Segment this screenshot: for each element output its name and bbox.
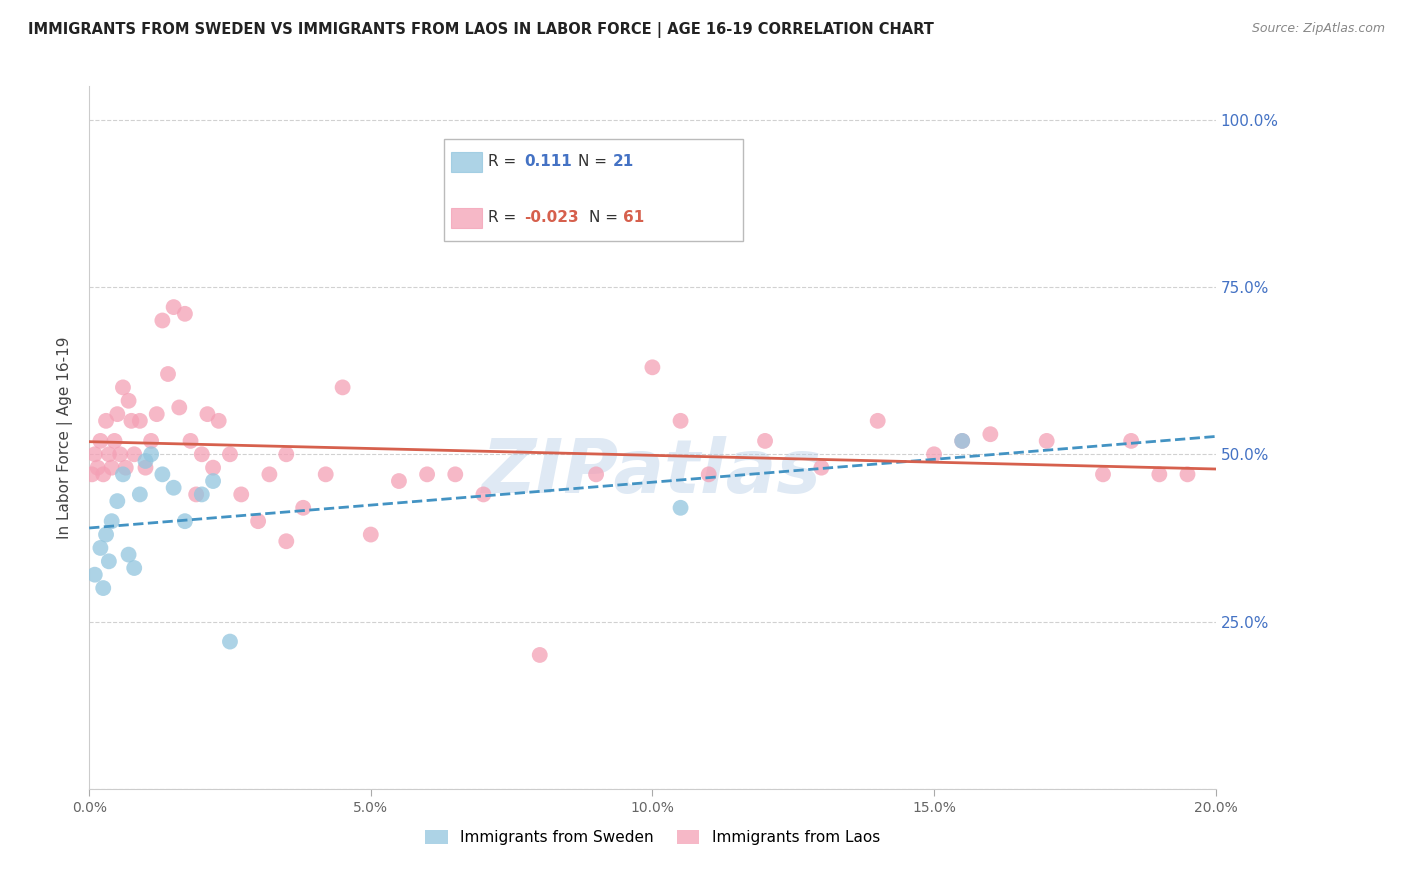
Point: [89, 434, 111, 448]
Point: [134, 460, 156, 475]
Point: [100, 460, 122, 475]
Point: [150, 313, 173, 327]
Point: [247, 514, 270, 528]
Text: -0.023: -0.023: [524, 211, 579, 226]
Text: ZIPatlas: ZIPatlas: [482, 436, 823, 509]
Point: [388, 474, 411, 488]
Point: [86, 460, 108, 475]
Point: [219, 634, 242, 648]
Point: [866, 414, 889, 428]
Point: [276, 534, 298, 549]
Point: [156, 367, 179, 381]
Point: [416, 467, 439, 482]
Point: [169, 401, 191, 415]
Point: [174, 514, 197, 528]
Point: [191, 487, 214, 501]
Y-axis label: In Labor Force | Age 16-19: In Labor Force | Age 16-19: [58, 336, 73, 539]
Point: [208, 414, 231, 428]
Text: R =: R =: [488, 154, 520, 169]
Point: [191, 447, 214, 461]
Point: [120, 414, 142, 428]
Text: R =: R =: [488, 211, 520, 226]
Point: [197, 407, 219, 421]
Point: [641, 360, 664, 375]
Point: [202, 474, 225, 488]
Point: [89, 541, 111, 555]
Point: [139, 434, 162, 448]
Point: [111, 380, 134, 394]
Point: [202, 460, 225, 475]
Point: [122, 561, 145, 575]
Point: [134, 454, 156, 468]
Point: [139, 447, 162, 461]
Point: [276, 447, 298, 461]
Point: [128, 487, 150, 501]
Point: [105, 407, 128, 421]
Point: [111, 467, 134, 482]
Point: [669, 500, 692, 515]
Text: 61: 61: [623, 211, 644, 226]
Point: [117, 393, 139, 408]
Point: [231, 487, 253, 501]
Point: [94, 527, 117, 541]
Point: [259, 467, 281, 482]
Point: [174, 307, 197, 321]
Point: [100, 514, 122, 528]
Point: [922, 447, 945, 461]
Point: [122, 447, 145, 461]
Point: [360, 527, 382, 541]
Point: [219, 447, 242, 461]
Point: [1035, 434, 1057, 448]
Point: [1177, 467, 1199, 482]
Point: [83, 567, 105, 582]
Point: [162, 300, 184, 314]
Point: [292, 500, 315, 515]
Point: [114, 460, 136, 475]
Point: [91, 581, 114, 595]
Text: N =: N =: [589, 211, 623, 226]
Point: [94, 414, 117, 428]
Point: [97, 447, 120, 461]
Point: [810, 460, 832, 475]
Text: N =: N =: [578, 154, 612, 169]
Point: [108, 447, 131, 461]
Point: [105, 494, 128, 508]
Point: [754, 434, 776, 448]
Point: [669, 414, 692, 428]
Point: [83, 447, 105, 461]
Text: IMMIGRANTS FROM SWEDEN VS IMMIGRANTS FROM LAOS IN LABOR FORCE | AGE 16-19 CORREL: IMMIGRANTS FROM SWEDEN VS IMMIGRANTS FRO…: [28, 22, 934, 38]
Point: [950, 434, 973, 448]
Point: [128, 414, 150, 428]
Point: [332, 380, 354, 394]
Text: 0.111: 0.111: [524, 154, 572, 169]
Point: [979, 427, 1001, 442]
Point: [150, 467, 173, 482]
Point: [444, 467, 467, 482]
Text: 21: 21: [613, 154, 634, 169]
Point: [950, 434, 973, 448]
Text: Source: ZipAtlas.com: Source: ZipAtlas.com: [1251, 22, 1385, 36]
Point: [117, 548, 139, 562]
Point: [1121, 434, 1143, 448]
Point: [472, 487, 495, 501]
Point: [97, 554, 120, 568]
Point: [1149, 467, 1171, 482]
Point: [585, 467, 607, 482]
Point: [529, 648, 551, 662]
Point: [1092, 467, 1115, 482]
Point: [145, 407, 167, 421]
Point: [186, 487, 208, 501]
Point: [91, 467, 114, 482]
Point: [180, 434, 202, 448]
Point: [697, 467, 720, 482]
Point: [162, 481, 184, 495]
Point: [315, 467, 337, 482]
Point: [103, 434, 125, 448]
Point: [80, 467, 103, 482]
Legend: Immigrants from Sweden, Immigrants from Laos: Immigrants from Sweden, Immigrants from …: [419, 824, 886, 851]
